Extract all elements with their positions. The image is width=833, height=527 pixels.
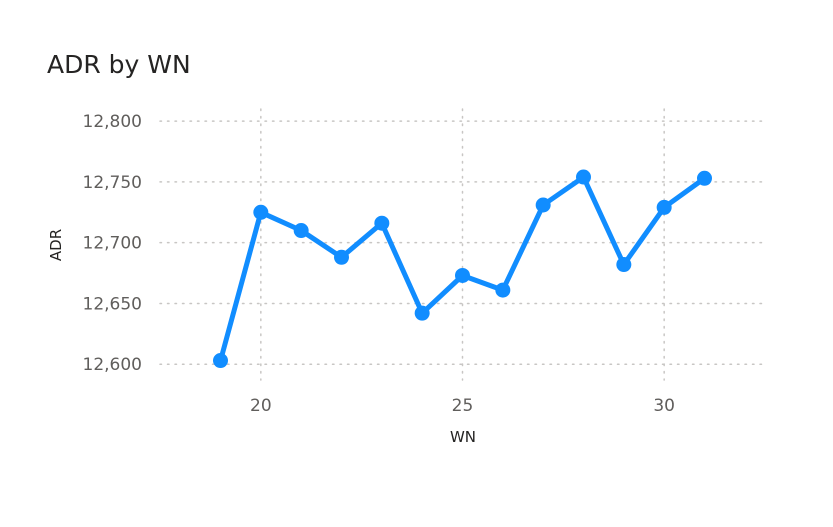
data-point[interactable]	[616, 257, 632, 273]
x-tick-label: 20	[250, 396, 272, 416]
data-point[interactable]	[697, 170, 712, 186]
data-point[interactable]	[334, 249, 349, 265]
grid-layer	[159, 108, 766, 381]
y-tick-label: 12,700	[83, 234, 142, 254]
y-tick-label: 12,650	[83, 294, 142, 314]
y-tick-label: 12,800	[83, 112, 142, 132]
data-point[interactable]	[495, 282, 511, 298]
y-tick-label: 12,600	[83, 355, 142, 375]
x-axis-ticks: 20 25 30	[250, 396, 675, 416]
data-point[interactable]	[374, 215, 390, 231]
data-point[interactable]	[455, 267, 470, 283]
series-layer	[213, 169, 712, 369]
x-tick-label: 25	[452, 396, 474, 416]
data-point[interactable]	[213, 353, 228, 369]
data-point[interactable]	[414, 305, 430, 321]
data-point[interactable]	[656, 199, 672, 215]
data-point[interactable]	[576, 169, 591, 185]
y-axis-ticks: 12,600 12,650 12,700 12,750 12,800	[83, 112, 142, 375]
x-tick-label: 30	[653, 396, 675, 416]
y-tick-label: 12,750	[83, 173, 142, 193]
x-axis-title: WN	[450, 428, 476, 446]
data-point[interactable]	[293, 223, 309, 239]
y-axis-title: ADR	[47, 229, 65, 261]
data-point[interactable]	[253, 204, 269, 220]
data-point[interactable]	[535, 197, 551, 213]
chart-title: ADR by WN	[47, 50, 191, 79]
